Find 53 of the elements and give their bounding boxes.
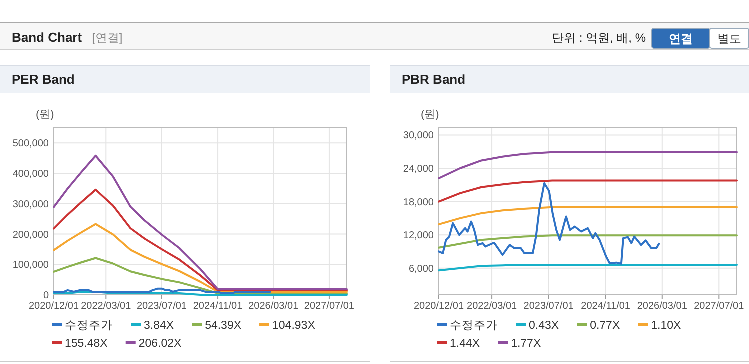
x-tick-label: 2022/03/01: [467, 301, 518, 312]
y-tick-label: 500,000: [12, 138, 50, 150]
line-series: [53, 257, 348, 294]
y-tick-label: 300,000: [12, 199, 50, 210]
y-axis-title: (원): [36, 109, 54, 121]
y-tick-label: 400,000: [12, 169, 50, 180]
legend-label: 1.44X: [450, 338, 480, 350]
x-tick-label: 2027/07/01: [304, 301, 355, 312]
legend-label: 0.43X: [529, 320, 560, 332]
text: 단위 : 억원, 배, %: [552, 31, 646, 45]
legend-label: 155.48X: [65, 338, 108, 350]
x-tick-label: 2024/11/01: [581, 301, 631, 312]
y-tick-label: 18,000: [403, 197, 434, 208]
chart-title: PBR Band: [402, 72, 466, 87]
x-tick-label: 2026/03/01: [637, 301, 688, 312]
y-tick-label: 30,000: [403, 130, 434, 142]
line-series: [438, 206, 738, 226]
legend-label: 수정주가: [450, 320, 498, 332]
x-tick-label: 2023/07/01: [524, 301, 574, 312]
x-tick-label: 2026/03/01: [248, 301, 300, 312]
legend-label: 206.02X: [138, 338, 182, 350]
y-tick-label: 100,000: [12, 260, 50, 272]
text: [연결]: [92, 31, 123, 45]
x-tick-label: 2027/07/01: [694, 301, 745, 312]
line-series: [53, 188, 348, 292]
line-series: [53, 154, 348, 291]
legend-label: 54.39X: [205, 320, 242, 332]
y-tick-label: 6,000: [408, 264, 434, 275]
legend-label: 수정주가: [65, 320, 113, 332]
line-series: [438, 234, 738, 249]
text: 별도: [718, 32, 742, 46]
y-tick-label: 200,000: [12, 230, 50, 241]
legend-label: 0.77X: [590, 320, 620, 332]
x-tick-label: 2022/03/01: [81, 301, 132, 312]
x-tick-label: 2020/12/01: [28, 301, 80, 312]
legend-label: 104.93X: [272, 320, 316, 332]
x-tick-label: 2023/07/01: [136, 301, 188, 312]
line-series: [438, 151, 738, 180]
x-tick-label: 2020/12/01: [414, 301, 464, 312]
line-series: [438, 180, 738, 203]
y-tick-label: 24,000: [403, 164, 434, 175]
y-tick-label: 12,000: [403, 230, 434, 242]
legend-label: 3.84X: [144, 320, 174, 332]
line-series: [53, 223, 348, 293]
text: Band Chart: [12, 30, 83, 45]
legend-label: 1.77X: [511, 338, 542, 350]
y-tick-label: 0: [43, 290, 50, 302]
text: 연결: [669, 32, 693, 46]
x-tick-label: 2024/11/01: [193, 301, 244, 312]
y-axis-title: (원): [421, 109, 440, 121]
line-series: [438, 182, 660, 265]
legend-label: 1.10X: [651, 320, 682, 332]
chart-title: PER Band: [12, 72, 75, 87]
